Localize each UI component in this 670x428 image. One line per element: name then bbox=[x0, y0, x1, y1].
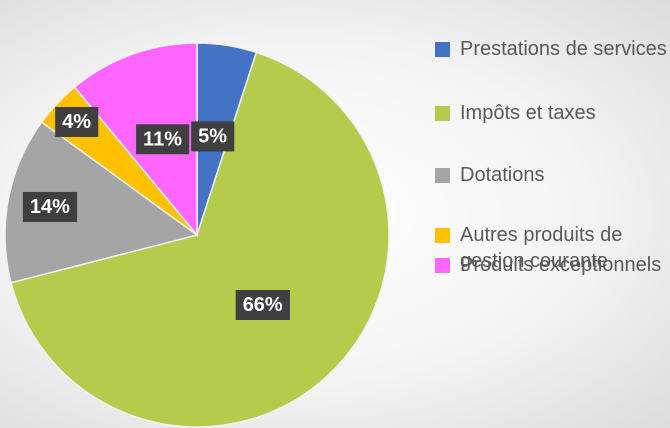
legend-swatch bbox=[435, 258, 450, 273]
legend-item: Impôts et taxes bbox=[435, 100, 670, 126]
data-label-box bbox=[191, 121, 235, 152]
legend-item: Dotations bbox=[435, 162, 670, 188]
legend-label: Dotations bbox=[460, 164, 545, 186]
legend-label: Autres produits de gestion courante bbox=[460, 224, 623, 272]
data-label-text: 14% bbox=[30, 196, 70, 218]
data-label-text: 4% bbox=[62, 111, 91, 133]
data-label-box bbox=[136, 124, 190, 155]
data-label-text: 11% bbox=[143, 128, 182, 150]
legend-label: Produits exceptionnels bbox=[460, 254, 662, 276]
legend-swatch bbox=[435, 106, 450, 121]
pie-slice bbox=[73, 42, 198, 238]
data-label: 66% bbox=[235, 289, 290, 320]
pie-slice bbox=[10, 51, 390, 428]
legend-swatch bbox=[435, 42, 450, 57]
data-label: 5% bbox=[191, 121, 235, 152]
data-label-box bbox=[22, 191, 78, 222]
data-label: 11% bbox=[136, 124, 190, 155]
legend-swatch bbox=[435, 228, 450, 243]
data-label: 14% bbox=[22, 191, 78, 222]
legend-swatch bbox=[435, 168, 450, 183]
legend-item: Autres produits de gestion courante bbox=[435, 222, 670, 274]
data-label-box bbox=[235, 289, 290, 320]
legend-label: Prestations de services bbox=[460, 38, 667, 60]
legend-label: Impôts et taxes bbox=[460, 102, 596, 124]
data-label-text: 66% bbox=[243, 294, 283, 316]
data-label-box bbox=[55, 106, 99, 137]
legend-item: Produits exceptionnels bbox=[435, 252, 670, 278]
legend-item: Prestations de services bbox=[435, 36, 670, 62]
data-label-text: 5% bbox=[198, 125, 227, 147]
pie-slice bbox=[4, 121, 199, 284]
data-label: 4% bbox=[55, 106, 99, 137]
